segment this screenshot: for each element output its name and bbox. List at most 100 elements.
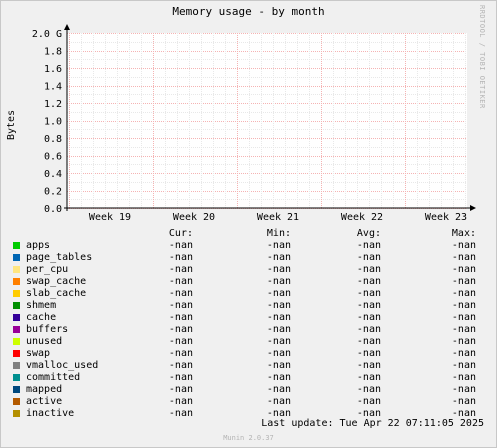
legend-header: Cur: Min: Avg: Max: xyxy=(0,228,497,240)
legend-row: apps -nan -nan -nan -nan xyxy=(0,240,497,252)
legend-avg-value: -nan xyxy=(356,276,381,287)
legend-series-name: vmalloc_used xyxy=(26,360,99,371)
legend-series-name: page_tables xyxy=(26,252,93,263)
y-tick-label: 0.2 xyxy=(44,187,62,198)
legend-min-value: -nan xyxy=(266,288,291,299)
legend-swatch xyxy=(13,350,20,357)
legend-row: unused -nan -nan -nan -nan xyxy=(0,336,497,348)
legend-series-name: slab_cache xyxy=(26,288,87,299)
legend-max-value: -nan xyxy=(451,288,476,299)
legend-min-value: -nan xyxy=(266,264,291,275)
legend-row: swap -nan -nan -nan -nan xyxy=(0,348,497,360)
legend-cur-value: -nan xyxy=(168,276,193,287)
y-axis-arrow xyxy=(64,24,70,30)
legend-avg-value: -nan xyxy=(356,372,381,383)
last-update: Last update: Tue Apr 22 07:11:05 2025 xyxy=(261,418,484,429)
legend-avg-value: -nan xyxy=(356,312,381,323)
legend-cur-value: -nan xyxy=(168,360,193,371)
legend-swatch xyxy=(13,398,20,405)
legend-cur-value: -nan xyxy=(168,324,193,335)
legend-row: cache -nan -nan -nan -nan xyxy=(0,312,497,324)
legend-cur-value: -nan xyxy=(168,300,193,311)
legend-swatch xyxy=(13,254,20,261)
legend-cur-value: -nan xyxy=(168,396,193,407)
legend-max-value: -nan xyxy=(451,384,476,395)
legend-row: shmem -nan -nan -nan -nan xyxy=(0,300,497,312)
plot-background xyxy=(67,33,467,208)
legend-min-value: -nan xyxy=(266,252,291,263)
legend-series-name: mapped xyxy=(26,384,63,395)
legend-max-value: -nan xyxy=(451,312,476,323)
legend-min-value: -nan xyxy=(266,300,291,311)
y-tick-label: 0.4 xyxy=(44,169,62,180)
legend-min-value: -nan xyxy=(266,336,291,347)
legend-cur-value: -nan xyxy=(168,240,193,251)
legend-avg-value: -nan xyxy=(356,288,381,299)
y-tick-label: 2.0 G xyxy=(32,29,62,40)
legend-avg-value: -nan xyxy=(356,408,381,419)
x-tick-label: Week 19 xyxy=(89,212,131,223)
legend-series-name: unused xyxy=(26,336,63,347)
legend-max-value: -nan xyxy=(451,252,476,263)
legend-cur-value: -nan xyxy=(168,252,193,263)
legend-avg-value: -nan xyxy=(356,348,381,359)
x-tick-label: Week 20 xyxy=(173,212,215,223)
y-tick-label: 1.0 xyxy=(44,117,62,128)
legend-row: swap_cache -nan -nan -nan -nan xyxy=(0,276,497,288)
legend-avg-value: -nan xyxy=(356,252,381,263)
legend-series-name: cache xyxy=(26,312,57,323)
y-tick-label: 0.0 xyxy=(44,204,62,215)
legend-min-value: -nan xyxy=(266,396,291,407)
legend-series-name: apps xyxy=(26,240,51,251)
legend-row: buffers -nan -nan -nan -nan xyxy=(0,324,497,336)
legend-avg-value: -nan xyxy=(356,360,381,371)
legend-cur-value: -nan xyxy=(168,372,193,383)
legend-avg-value: -nan xyxy=(356,384,381,395)
x-tick-label: Week 23 xyxy=(425,212,467,223)
y-tick-label: 1.2 xyxy=(44,99,62,110)
legend-max-value: -nan xyxy=(451,408,476,419)
legend-series-name: per_cpu xyxy=(26,264,69,275)
legend-cur-value: -nan xyxy=(168,288,193,299)
legend-max-value: -nan xyxy=(451,264,476,275)
legend-swatch xyxy=(13,410,20,417)
x-tick-labels: Week 19 Week 20 Week 21 Week 22 Week 23 xyxy=(89,212,467,223)
legend-cur-value: -nan xyxy=(168,408,193,419)
chart-title: Memory usage - by month xyxy=(172,5,325,18)
legend-cur-value: -nan xyxy=(168,348,193,359)
legend-cur-value: -nan xyxy=(168,336,193,347)
header-max: Max: xyxy=(451,228,476,239)
legend-series-name: swap_cache xyxy=(26,276,87,287)
legend-min-value: -nan xyxy=(266,276,291,287)
legend-row: inactive -nan -nan -nan -nan xyxy=(0,408,497,420)
legend-swatch xyxy=(13,266,20,273)
legend-max-value: -nan xyxy=(451,300,476,311)
legend-max-value: -nan xyxy=(451,240,476,251)
y-tick-label: 0.8 xyxy=(44,134,62,145)
legend-swatch xyxy=(13,338,20,345)
legend-avg-value: -nan xyxy=(356,264,381,275)
legend-swatch xyxy=(13,290,20,297)
y-tick-label: 1.8 xyxy=(44,47,62,58)
legend-row: vmalloc_used -nan -nan -nan -nan xyxy=(0,360,497,372)
y-tick-label: 1.4 xyxy=(44,82,62,93)
legend-min-value: -nan xyxy=(266,384,291,395)
legend-max-value: -nan xyxy=(451,360,476,371)
legend-max-value: -nan xyxy=(451,276,476,287)
legend-series-name: inactive xyxy=(26,408,75,419)
legend-avg-value: -nan xyxy=(356,324,381,335)
y-tick-labels: 0.0 0.2 0.4 0.6 0.8 1.0 1.2 1.4 1.6 1.8 2.0 G xyxy=(32,29,62,215)
legend-row: per_cpu -nan -nan -nan -nan xyxy=(0,264,497,276)
header-avg: Avg: xyxy=(356,228,381,239)
legend-series-name: shmem xyxy=(26,300,57,311)
plot-svg: 0.0 0.2 0.4 0.6 0.8 1.0 1.2 1.4 1.6 1.8 2.0 G Week… xyxy=(32,24,476,223)
legend-avg-value: -nan xyxy=(356,396,381,407)
legend-row: committed -nan -nan -nan -nan xyxy=(0,372,497,384)
legend-series-name: committed xyxy=(26,372,81,383)
legend-min-value: -nan xyxy=(266,360,291,371)
munin-version: Munin 2.0.37 xyxy=(223,434,274,442)
header-min: Min: xyxy=(266,228,291,239)
legend-max-value: -nan xyxy=(451,324,476,335)
header-cur: Cur: xyxy=(168,228,193,239)
y-tick-label: 1.6 xyxy=(44,64,62,75)
